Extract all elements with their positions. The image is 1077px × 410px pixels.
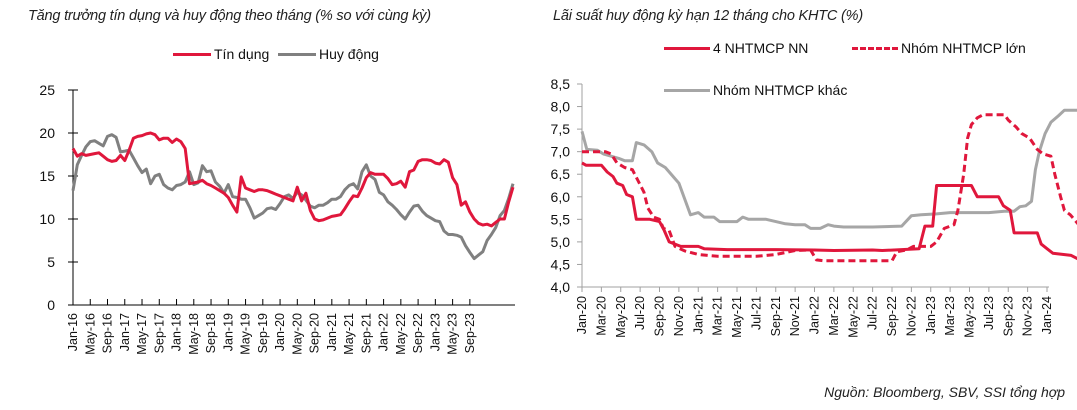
right-x-tick-label: Jan-20 [575,296,589,334]
right-x-tick-label: Jul-20 [633,296,647,330]
left-x-tick-label: May-23 [446,313,460,355]
right-x-tick-label: Jul-21 [749,296,763,330]
left-x-tick-label: Sep-23 [463,313,477,353]
left-x-tick-label: Sep-19 [256,313,270,353]
right-x-tick-label: Jul-22 [866,296,880,330]
right-x-tick-label: Sep-23 [1001,296,1015,336]
right-x-tick-label: Nov-23 [1021,296,1035,336]
right-x-tick-label: Sep-20 [653,296,667,336]
left-x-tick-label: Jan-20 [273,313,287,351]
left-x-tick-label: Jan-16 [66,313,80,351]
left-x-tick-label: Sep-20 [308,313,322,353]
left-x-tick-label: May-21 [342,313,356,355]
right-y-tick-label: 6,5 [551,166,571,182]
right-x-tick-label: Mar-22 [827,296,841,336]
series-line-other-banks [580,108,1077,230]
legend-label-deposit: Huy động [319,46,379,62]
right-x-tick-label: Mar-20 [594,296,608,336]
left-x-tick-label: Sep-18 [204,313,218,353]
legend-item-deposit: Huy động [278,46,379,62]
left-y-tick-label: 10 [39,211,55,227]
right-axes: 4,0 4,5 5,0 5,5 6,0 6,5 7,0 7,5 8,0 8,5 Jan-20 Mar-… [551,76,1054,338]
left-axes: 0 5 10 15 20 25 Jan-16 May-16 Sep-16 Jan-17 May-17… [39,82,515,355]
legend-swatch-other-banks [664,88,710,92]
right-y-tick-label: 4,0 [551,279,571,295]
legend-label-state-banks: 4 NHTMCP NN [713,40,809,56]
left-x-tick-label: May-17 [135,313,149,355]
right-y-tick-label: 4,5 [551,256,571,272]
right-y-tick-label: 7,0 [551,144,571,160]
right-x-tick-label: Sep-21 [769,296,783,336]
left-y-tick-label: 5 [47,254,55,270]
right-y-tick-label: 5,5 [551,211,571,227]
right-x-tick-label: Nov-20 [672,296,686,336]
left-x-tick-label: Jan-17 [118,313,132,351]
right-x-tick-label: Mar-21 [711,296,725,336]
right-x-tick-label: Jan-22 [808,296,822,334]
left-lines [71,131,515,261]
right-x-tick-label: Jan-21 [691,296,705,334]
left-y-tick-label: 25 [39,82,55,98]
left-x-tick-label: Sep-21 [359,313,373,353]
right-y-tick-label: 8,0 [551,99,571,115]
series-line-credit [71,131,515,228]
source-note: Nguồn: Bloomberg, SBV, SSI tổng hợp [824,384,1065,400]
left-chart: 0 5 10 15 20 25 Jan-16 May-16 Sep-16 Jan-17 May-17… [39,82,515,355]
left-x-tick-label: Jan-19 [221,313,235,351]
right-chart-title: Lãi suất huy động kỳ hạn 12 tháng cho KH… [553,8,863,24]
left-x-tick-label: May-22 [394,313,408,355]
legend-swatch-state-banks [664,46,710,50]
right-y-tick-label: 7,5 [551,121,571,137]
right-x-tick-label: Sep-22 [885,296,899,336]
left-chart-title: Tăng trưởng tín dụng và huy động theo th… [28,8,431,24]
left-y-tick-label: 0 [47,297,55,313]
left-x-tick-label: May-18 [187,313,201,355]
left-x-tick-label: Jan-18 [170,313,184,351]
left-x-tick-label: May-19 [239,313,253,355]
legend-item-credit: Tín dụng [173,46,269,62]
right-y-tick-label: 6,0 [551,189,571,205]
left-y-tick-label: 15 [39,168,55,184]
right-x-tick-label: Jan-24 [1040,296,1054,334]
right-x-tick-label: Nov-21 [788,296,802,336]
left-x-tick-label: Jan-23 [428,313,442,351]
right-x-tick-label: Nov-22 [904,296,918,336]
right-y-tick-label: 5,0 [551,234,571,250]
legend-item-state-banks: 4 NHTMCP NN [664,40,808,56]
series-line-state-banks [581,161,1077,261]
legend-item-other-banks: Nhóm NHTMCP khác [664,82,847,98]
right-x-tick-label: May-22 [846,296,860,338]
right-x-tick-label: May-23 [963,296,977,338]
series-line-large-banks [582,113,1077,263]
left-y-tick-label: 20 [39,125,55,141]
left-x-tick-label: Sep-17 [152,313,166,353]
right-lines [580,108,1077,263]
legend-label-credit: Tín dụng [214,46,270,62]
legend-item-large-banks: Nhóm NHTMCP lớn [852,40,1026,56]
left-x-tick-label: May-20 [290,313,304,355]
right-x-tick-label: Mar-23 [943,296,957,336]
legend-swatch-credit [173,52,211,56]
right-x-tick-label: May-21 [730,296,744,338]
right-y-tick-label: 8,5 [551,76,571,92]
left-x-tick-label: May-16 [83,313,97,355]
legend-label-large-banks: Nhóm NHTMCP lớn [901,40,1026,56]
right-x-tick-label: May-20 [614,296,628,338]
legend-label-other-banks: Nhóm NHTMCP khác [713,82,848,98]
left-x-tick-label: Sep-16 [101,313,115,353]
left-x-tick-label: Jan-21 [325,313,339,351]
right-x-tick-label: Jul-23 [982,296,996,330]
legend-swatch-large-banks [852,46,898,50]
right-x-tick-label: Jan-23 [924,296,938,334]
left-x-tick-label: Sep-22 [411,313,425,353]
legend-swatch-deposit [278,52,316,56]
left-x-tick-label: Jan-22 [377,313,391,351]
